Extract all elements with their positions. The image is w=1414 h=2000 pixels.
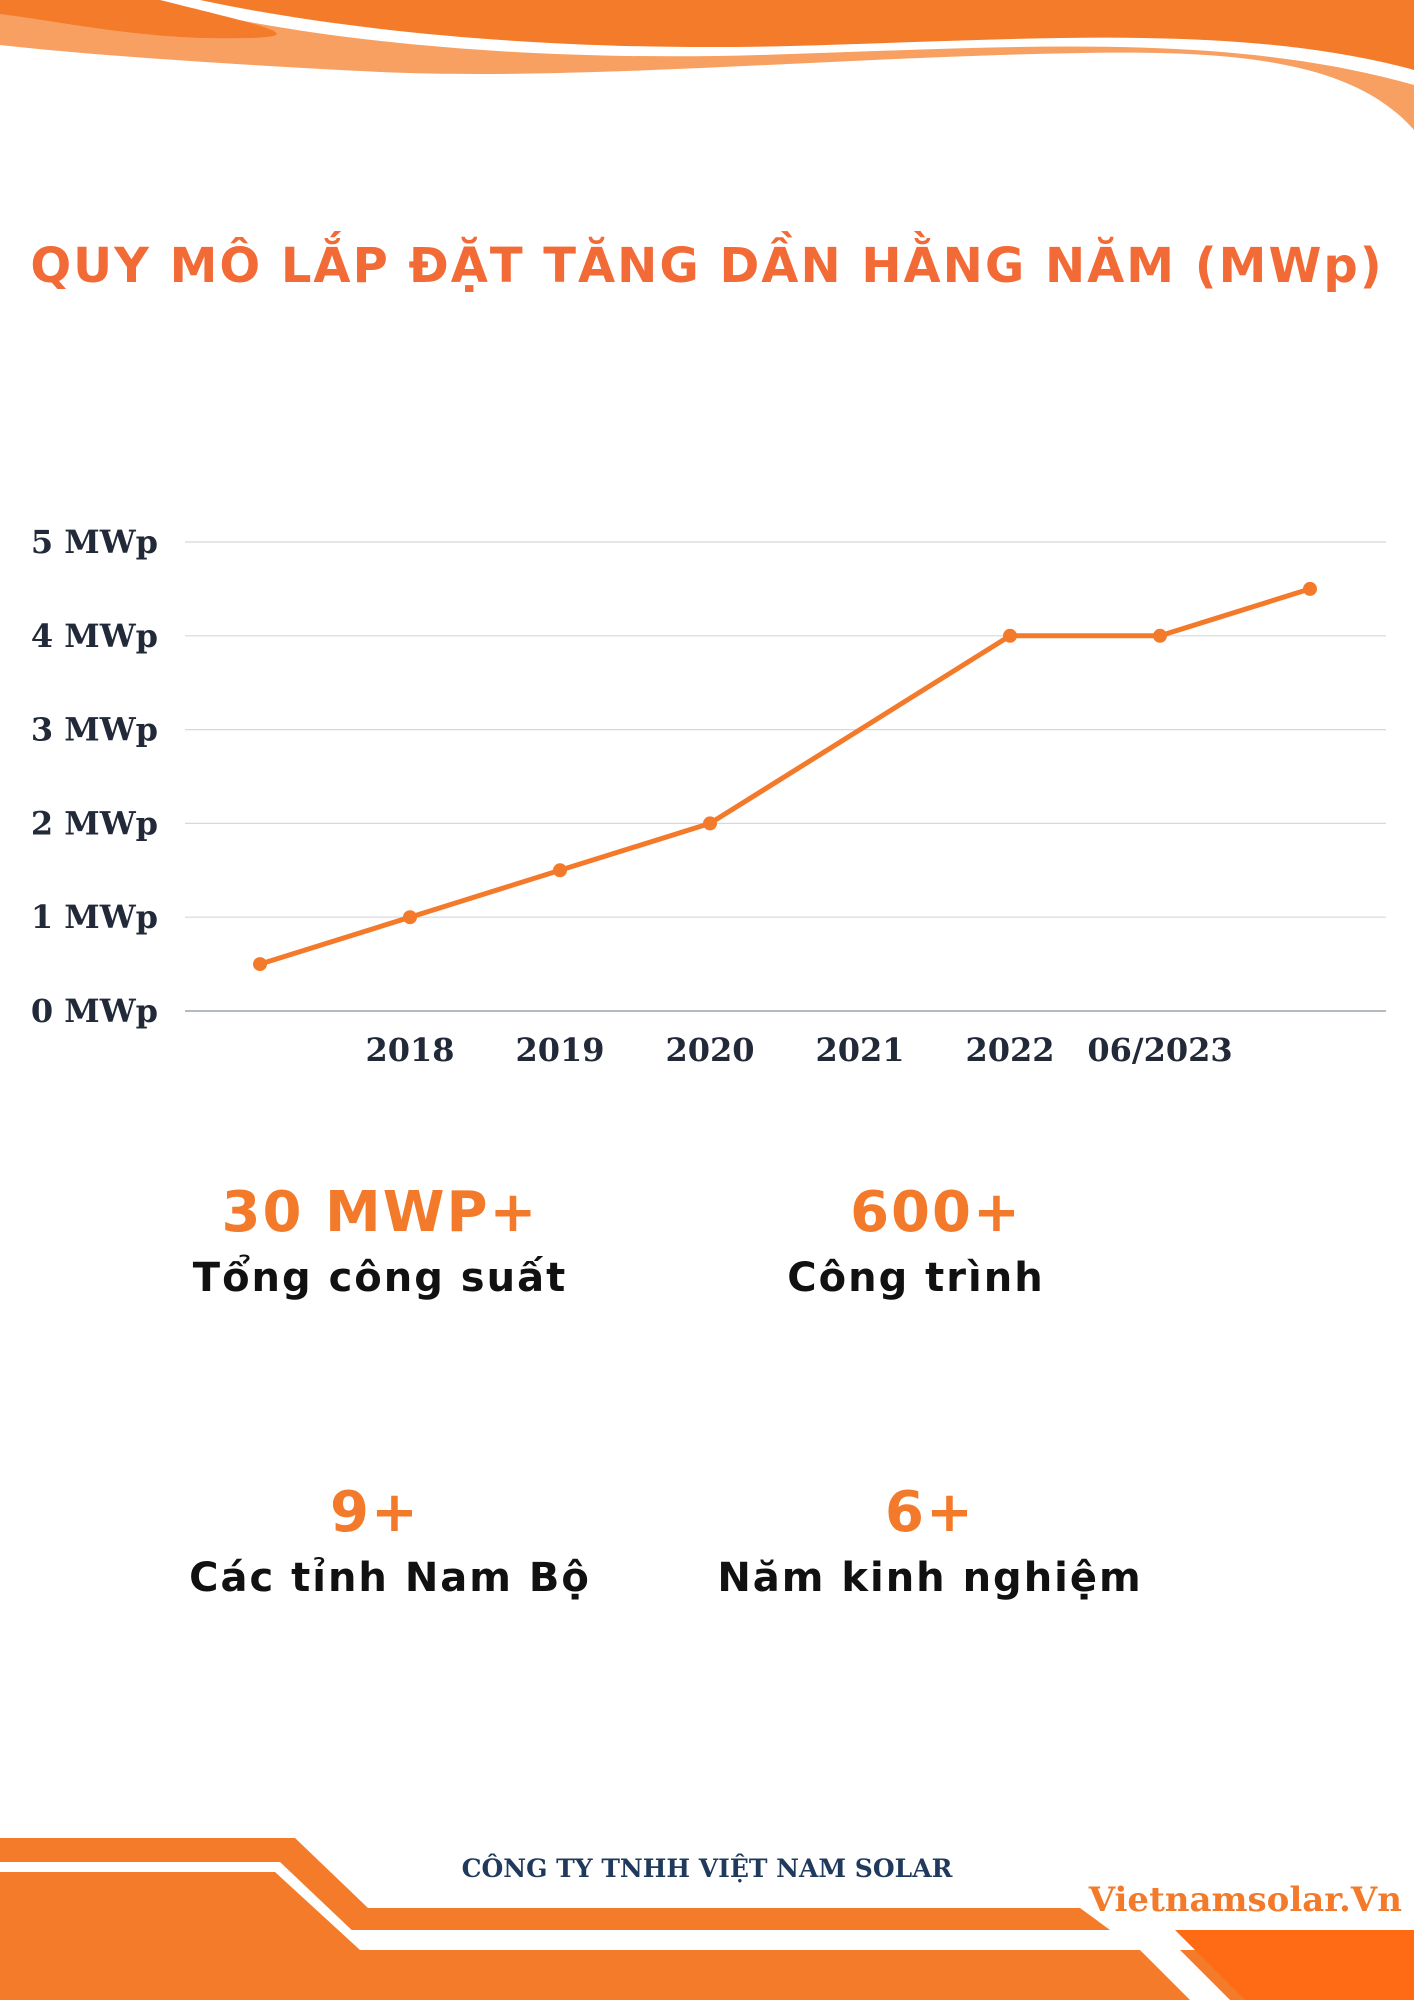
- stat-value: 30 MWP+: [221, 1180, 539, 1245]
- y-tick-label: 5 MWp: [31, 523, 158, 561]
- y-axis-ticks: 0 MWp 1 MWp 2 MWp 3 MWp 4 MWp 5 MWp: [31, 523, 158, 1030]
- series-line: [257, 586, 1313, 967]
- stat-provinces: 9+ Các tỉnh Nam Bộ: [180, 1480, 600, 1601]
- stat-value: 6+: [885, 1480, 975, 1545]
- stat-value: 600+: [850, 1180, 1022, 1245]
- stat-label: Tổng công suất: [192, 1255, 568, 1301]
- x-axis-ticks: 2018 2019 2020 2021 2022 06/2023: [365, 1031, 1232, 1069]
- x-tick-label: 2022: [965, 1031, 1054, 1069]
- y-tick-label: 3 MWp: [31, 711, 158, 749]
- stat-value: 9+: [330, 1480, 420, 1545]
- series-layer: [257, 586, 1313, 967]
- company-name: CÔNG TY TNHH VIỆT NAM SOLAR: [461, 1854, 953, 1883]
- bottom-stripe-decoration: [0, 1838, 1414, 2000]
- y-tick-label: 2 MWp: [31, 804, 158, 842]
- x-tick-label: 06/2023: [1087, 1031, 1232, 1069]
- page-title: QUY MÔ LẮP ĐẶT TĂNG DẦN HẰNG NĂM (MWp): [30, 238, 1384, 294]
- x-tick-label: 2019: [515, 1031, 604, 1069]
- x-tick-label: 2018: [365, 1031, 454, 1069]
- y-tick-label: 0 MWp: [31, 992, 158, 1030]
- stat-projects: 600+ Công trình: [716, 1180, 1116, 1301]
- x-tick-label: 2021: [815, 1031, 904, 1069]
- stat-label: Các tỉnh Nam Bộ: [189, 1555, 591, 1601]
- data-point: [1303, 581, 1317, 596]
- marker-layer: [253, 581, 1317, 972]
- stat-experience: 6+ Năm kinh nghiệm: [700, 1480, 1160, 1601]
- data-point: [703, 816, 717, 831]
- data-point: [403, 910, 417, 925]
- stat-total-capacity: 30 MWP+ Tổng công suất: [180, 1180, 580, 1301]
- y-tick-label: 1 MWp: [31, 898, 158, 936]
- grid-lines: [185, 541, 1386, 1012]
- data-point: [1153, 628, 1167, 643]
- stat-label: Công trình: [787, 1255, 1045, 1301]
- data-point: [253, 957, 267, 972]
- x-tick-label: 2020: [665, 1031, 754, 1069]
- data-point: [553, 863, 567, 878]
- website-link[interactable]: Vietnamsolar.Vn: [1088, 1880, 1402, 1920]
- stat-label: Năm kinh nghiệm: [717, 1555, 1143, 1601]
- top-wave-decoration: [0, 0, 1414, 130]
- y-tick-label: 4 MWp: [31, 617, 158, 655]
- data-point: [1003, 628, 1017, 643]
